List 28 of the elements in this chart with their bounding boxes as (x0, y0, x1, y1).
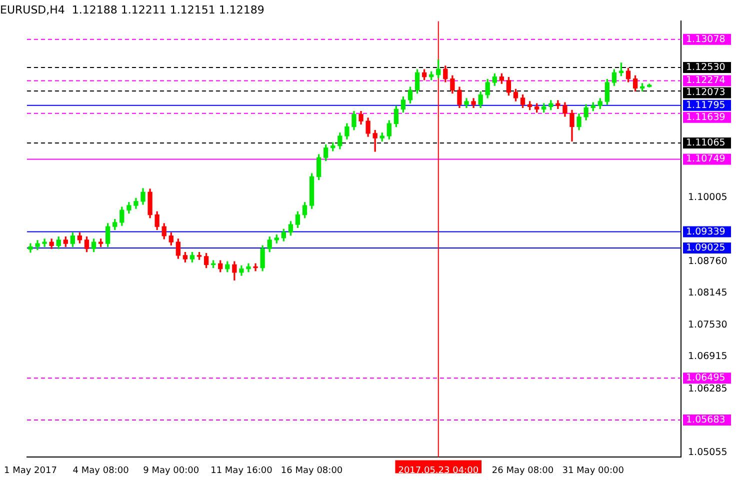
ref-line-label: 1.12274 (686, 75, 726, 86)
ref-line-label: 1.06495 (686, 372, 726, 384)
x-tick-label: 9 May 00:00 (143, 466, 200, 476)
y-tick-label: 1.08760 (688, 256, 728, 268)
ref-line-label: 1.09025 (686, 242, 726, 254)
chart-title: EURUSD,H4 1.12188 1.12211 1.12151 1.12189 (0, 3, 264, 16)
y-tick-label: 1.07530 (688, 319, 728, 330)
x-tick-label: 26 May 08:00 (492, 466, 554, 476)
ref-line-label: 1.05683 (686, 414, 726, 426)
ref-line-label: 1.11065 (686, 137, 726, 148)
ref-line-label: 1.13078 (686, 34, 726, 45)
y-tick-label: 1.10005 (688, 192, 728, 203)
y-tick-label: 1.06915 (688, 351, 728, 362)
ref-line-label: 1.10749 (686, 154, 726, 165)
y-tick-label: 1.08145 (688, 288, 728, 299)
x-tick-label: 31 May 00:00 (562, 466, 624, 476)
x-tick-label: 16 May 08:00 (280, 466, 343, 476)
x-tick-label: 11 May 16:00 (210, 466, 273, 476)
ref-line-label: 1.12530 (686, 62, 726, 73)
ref-line-label: 1.12073 (686, 87, 726, 98)
x-tick-label: 4 May 08:00 (72, 466, 130, 476)
ref-line-label: 1.11795 (686, 100, 726, 111)
x-tick-label: 1 May 2017 (4, 466, 57, 476)
y-tick-label: 1.05055 (688, 446, 728, 458)
x-tick-label: 2017.05.23 04:00 (398, 466, 479, 476)
ref-line-label: 1.11639 (686, 112, 726, 123)
y-tick-label: 1.06285 (688, 383, 728, 394)
ref-line-label: 1.09339 (686, 226, 726, 238)
